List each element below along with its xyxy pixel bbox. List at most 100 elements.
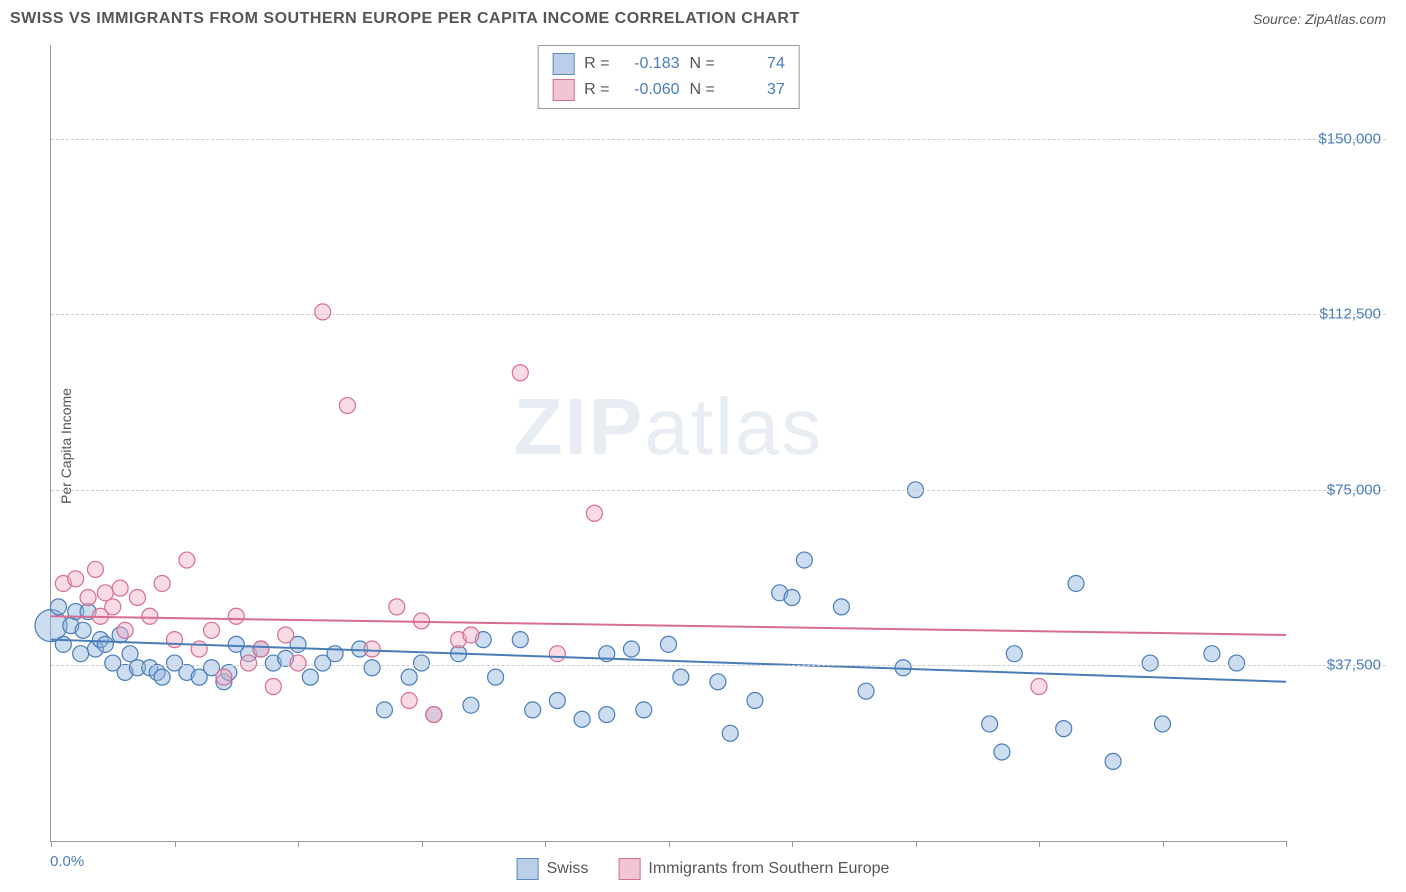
data-point [73, 646, 89, 662]
stats-row-swiss: R = -0.183 N = 74 [552, 51, 785, 77]
data-point [858, 683, 874, 699]
data-point [50, 599, 66, 615]
legend-label-immigrants: Immigrants from Southern Europe [648, 860, 889, 878]
data-point [512, 632, 528, 648]
data-point [191, 641, 207, 657]
data-point [129, 590, 145, 606]
data-point [1229, 655, 1245, 671]
swatch-immigrants-icon [618, 858, 640, 880]
y-tick-label: $75,000 [1327, 481, 1381, 498]
data-point [623, 641, 639, 657]
data-point [105, 599, 121, 615]
n-value-swiss: 74 [725, 55, 785, 73]
data-point [673, 669, 689, 685]
data-point [339, 398, 355, 414]
legend-label-swiss: Swiss [547, 860, 589, 878]
r-label-swiss: R = [584, 55, 609, 73]
data-point [389, 599, 405, 615]
y-tick-label: $37,500 [1327, 657, 1381, 674]
data-point [463, 627, 479, 643]
data-point [549, 646, 565, 662]
data-point [97, 636, 113, 652]
data-point [179, 552, 195, 568]
data-point [426, 707, 442, 723]
chart-title: SWISS VS IMMIGRANTS FROM SOUTHERN EUROPE… [10, 10, 800, 28]
source-label: Source: [1253, 11, 1305, 27]
data-point [1056, 721, 1072, 737]
grid-line [51, 665, 1386, 666]
grid-line [51, 490, 1386, 491]
data-point [290, 655, 306, 671]
data-point [1031, 678, 1047, 694]
n-value-immigrants: 37 [725, 81, 785, 99]
data-point [117, 622, 133, 638]
data-point [401, 669, 417, 685]
data-point [512, 365, 528, 381]
legend-item-swiss: Swiss [517, 858, 589, 880]
data-point [796, 552, 812, 568]
n-label-swiss: N = [690, 55, 715, 73]
data-point [154, 575, 170, 591]
legend-item-immigrants: Immigrants from Southern Europe [618, 858, 889, 880]
x-tick [1163, 841, 1164, 847]
data-point [327, 646, 343, 662]
data-point [586, 505, 602, 521]
data-point [661, 636, 677, 652]
source-attribution: Source: ZipAtlas.com [1253, 11, 1386, 27]
swatch-immigrants-icon [552, 79, 574, 101]
data-point [253, 641, 269, 657]
data-point [1105, 753, 1121, 769]
data-point [228, 608, 244, 624]
data-point [994, 744, 1010, 760]
swatch-swiss-icon [517, 858, 539, 880]
r-value-immigrants: -0.060 [620, 81, 680, 99]
data-point [68, 571, 84, 587]
data-point [636, 702, 652, 718]
trend-line [51, 616, 1286, 635]
data-point [401, 693, 417, 709]
data-point [1068, 575, 1084, 591]
x-tick [422, 841, 423, 847]
data-point [463, 697, 479, 713]
data-point [97, 585, 113, 601]
data-point [55, 636, 71, 652]
scatter-plot-svg [51, 45, 1286, 841]
data-point [241, 655, 257, 671]
data-point [265, 678, 281, 694]
data-point [204, 622, 220, 638]
source-name: ZipAtlas.com [1305, 11, 1386, 27]
data-point [87, 561, 103, 577]
x-tick [669, 841, 670, 847]
y-tick-label: $112,500 [1320, 306, 1381, 323]
stats-legend-box: R = -0.183 N = 74 R = -0.060 N = 37 [537, 45, 800, 109]
data-point [80, 590, 96, 606]
data-point [112, 580, 128, 596]
chart-container: ZIPatlas R = -0.183 N = 74 R = -0.060 N … [50, 45, 1386, 842]
data-point [574, 711, 590, 727]
data-point [599, 707, 615, 723]
data-point [75, 622, 91, 638]
data-point [364, 641, 380, 657]
r-value-swiss: -0.183 [620, 55, 680, 73]
data-point [833, 599, 849, 615]
data-point [722, 725, 738, 741]
data-point [216, 669, 232, 685]
bottom-legend: Swiss Immigrants from Southern Europe [517, 858, 890, 880]
x-tick [51, 841, 52, 847]
data-point [167, 632, 183, 648]
data-point [747, 693, 763, 709]
data-point [302, 669, 318, 685]
data-point [488, 669, 504, 685]
data-point [784, 590, 800, 606]
data-point [414, 655, 430, 671]
x-tick [792, 841, 793, 847]
grid-line [51, 139, 1386, 140]
data-point [1204, 646, 1220, 662]
x-tick [916, 841, 917, 847]
data-point [122, 646, 138, 662]
data-point [1155, 716, 1171, 732]
x-tick [175, 841, 176, 847]
plot-area: ZIPatlas R = -0.183 N = 74 R = -0.060 N … [50, 45, 1286, 842]
x-tick [1039, 841, 1040, 847]
data-point [982, 716, 998, 732]
